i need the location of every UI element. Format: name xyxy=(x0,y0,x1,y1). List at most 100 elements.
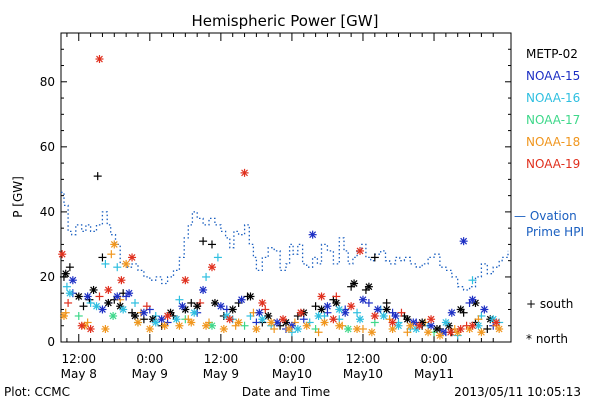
north-point xyxy=(234,318,243,327)
north-point xyxy=(456,324,465,333)
north-point xyxy=(139,308,148,317)
south-point xyxy=(107,250,116,259)
legend-item: NOAA-15 xyxy=(526,69,580,83)
north-point xyxy=(207,263,216,272)
north-point xyxy=(131,311,140,320)
north-point xyxy=(175,321,184,330)
north-point xyxy=(110,240,119,249)
south-point xyxy=(468,276,477,285)
south-point xyxy=(62,282,71,291)
north-point xyxy=(59,311,68,320)
north-point xyxy=(296,308,305,317)
north-point xyxy=(92,302,101,311)
x-tick-label: 12:00 xyxy=(61,352,96,366)
south-point xyxy=(79,302,88,311)
north-point xyxy=(255,308,264,317)
x-tick-label: 0:00 xyxy=(136,352,163,366)
south-point xyxy=(65,263,74,272)
north-point xyxy=(89,285,98,294)
north-point xyxy=(335,321,344,330)
north-point xyxy=(228,305,237,314)
legend-south-marker: + south xyxy=(526,297,573,311)
north-point xyxy=(119,305,128,314)
y-tick-label: 80 xyxy=(40,75,55,89)
north-point xyxy=(172,315,181,324)
legend-ovation-line1: — Ovation xyxy=(514,209,577,223)
north-point xyxy=(329,315,338,324)
x-tick-label: 12:00 xyxy=(346,352,381,366)
north-point xyxy=(216,302,225,311)
x-tick-date-label: May11 xyxy=(414,367,454,381)
north-point xyxy=(104,298,113,307)
south-point xyxy=(314,328,323,337)
north-point xyxy=(104,285,113,294)
north-point xyxy=(61,269,70,278)
y-tick-label: 20 xyxy=(40,270,55,284)
north-point xyxy=(370,311,379,320)
north-point xyxy=(406,321,415,330)
north-point xyxy=(68,276,77,285)
south-point xyxy=(142,302,151,311)
north-point xyxy=(446,328,455,337)
north-point xyxy=(367,328,376,337)
north-point xyxy=(388,324,397,333)
legend-item: NOAA-18 xyxy=(526,135,580,149)
north-point xyxy=(317,292,326,301)
south-point xyxy=(199,237,208,246)
y-tick-label: 60 xyxy=(40,140,55,154)
y-tick-label: 40 xyxy=(40,205,55,219)
north-point xyxy=(113,292,122,301)
north-point xyxy=(264,311,273,320)
north-point xyxy=(279,315,288,324)
south-point xyxy=(93,172,102,181)
north-point xyxy=(350,279,359,288)
north-point xyxy=(353,324,362,333)
north-point xyxy=(240,168,249,177)
north-point xyxy=(394,321,403,330)
north-point xyxy=(332,298,341,307)
north-point xyxy=(317,305,326,314)
south-point xyxy=(98,253,107,262)
south-point xyxy=(187,298,196,307)
north-point xyxy=(364,282,373,291)
north-point xyxy=(480,305,489,314)
x-tick-date-label: May 9 xyxy=(203,367,239,381)
north-point xyxy=(125,289,134,298)
north-point xyxy=(199,285,208,294)
north-point xyxy=(447,308,456,317)
y-tick-label: 0 xyxy=(47,335,55,349)
north-point xyxy=(308,230,317,239)
north-point xyxy=(382,305,391,314)
north-point xyxy=(77,321,86,330)
north-point xyxy=(468,295,477,304)
ovation-prime-hpi-series xyxy=(61,191,509,291)
south-point xyxy=(370,253,379,262)
north-point xyxy=(133,318,142,327)
north-point xyxy=(237,295,246,304)
north-point xyxy=(314,311,323,320)
south-point xyxy=(74,311,83,320)
north-point xyxy=(181,276,190,285)
south-point xyxy=(364,298,373,307)
north-point xyxy=(258,315,267,324)
x-tick-label: 0:00 xyxy=(421,352,448,366)
north-point xyxy=(388,318,397,327)
north-point xyxy=(379,311,388,320)
north-point xyxy=(74,292,83,301)
north-point xyxy=(65,289,74,298)
south-point xyxy=(311,302,320,311)
legend-ovation-line2: Prime HPI xyxy=(526,225,584,239)
north-point xyxy=(424,328,433,337)
north-point xyxy=(468,321,477,330)
north-point xyxy=(432,324,441,333)
north-point xyxy=(391,311,400,320)
north-point xyxy=(459,237,468,246)
south-point xyxy=(95,292,104,301)
north-point xyxy=(252,324,261,333)
north-point xyxy=(151,318,160,327)
x-tick-date-label: May10 xyxy=(343,367,383,381)
north-point xyxy=(335,305,344,314)
north-point xyxy=(246,292,255,301)
legend-north-marker: * north xyxy=(526,332,568,346)
